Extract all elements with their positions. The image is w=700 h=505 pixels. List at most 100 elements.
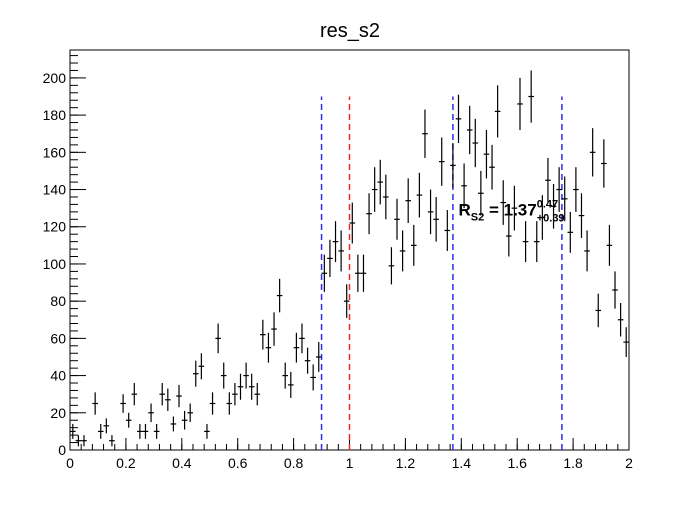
data-point <box>528 70 534 123</box>
data-point <box>573 167 579 212</box>
data-point <box>561 176 568 222</box>
data-point <box>578 193 585 238</box>
data-point <box>383 174 389 220</box>
data-point <box>209 392 216 415</box>
data-point <box>360 254 367 292</box>
y-tick-label: 160 <box>43 144 67 160</box>
data-point <box>198 353 205 380</box>
x-tick-label: 0 <box>66 455 74 471</box>
data-point <box>81 435 87 447</box>
data-point <box>192 360 199 387</box>
data-point <box>70 423 76 439</box>
data-point <box>176 384 182 408</box>
data-point <box>142 423 149 439</box>
data-point <box>450 143 456 188</box>
data-point <box>410 224 417 266</box>
data-point <box>103 418 110 434</box>
data-point <box>248 373 255 400</box>
data-point <box>125 412 132 428</box>
data-point <box>500 180 507 225</box>
chart-title: res_s2 <box>320 20 380 42</box>
annotation-base: R <box>459 201 471 220</box>
data-point <box>243 362 249 389</box>
y-tick-label: 40 <box>50 368 66 384</box>
data-point <box>595 293 602 328</box>
data-point <box>612 271 618 309</box>
data-point <box>601 139 607 188</box>
data-point <box>153 423 160 439</box>
data-point <box>584 230 590 272</box>
data-point <box>506 215 512 257</box>
y-tick-label: 20 <box>50 405 66 421</box>
data-point <box>399 230 406 272</box>
y-tick-label: 80 <box>50 293 66 309</box>
x-tick-label: 0.4 <box>172 455 192 471</box>
data-point <box>109 435 115 447</box>
data-point <box>427 189 434 235</box>
data-point <box>310 364 316 391</box>
data-point <box>511 185 518 231</box>
data-point <box>522 221 529 263</box>
data-point <box>472 118 479 168</box>
data-point <box>371 167 378 212</box>
annotation-value: 1.37 <box>504 201 537 220</box>
annotation-subscript: S2 <box>471 212 484 224</box>
x-tick-label: 0.8 <box>284 455 304 471</box>
data-point <box>533 221 540 263</box>
data-point <box>388 247 395 285</box>
data-point <box>120 394 126 413</box>
data-point <box>556 167 562 212</box>
data-point <box>617 303 624 337</box>
data-point <box>159 383 166 406</box>
x-tick-label: 0.6 <box>228 455 248 471</box>
data-point <box>623 327 629 357</box>
data-point <box>237 373 244 400</box>
data-point <box>137 423 143 439</box>
data-point <box>148 403 154 423</box>
data-point <box>343 284 350 318</box>
data-point <box>204 423 210 439</box>
data-point <box>271 312 277 346</box>
data-point <box>416 172 423 218</box>
data-point <box>299 323 305 354</box>
y-axis: 0 20 40 60 80 100 120 140 160 180 200 <box>43 55 86 458</box>
data-point <box>338 230 344 272</box>
x-tick-label: 0.2 <box>116 455 136 471</box>
data-point <box>265 332 272 363</box>
data-point <box>220 362 227 389</box>
y-tick-label: 100 <box>43 256 67 272</box>
annotation-r-s2: RS2 = 1.370.47 +0.39 <box>459 199 565 225</box>
data-point <box>550 183 557 229</box>
data-point <box>304 347 311 374</box>
data-point <box>226 392 233 415</box>
data-point <box>282 362 289 389</box>
x-tick-label: 1.8 <box>563 455 583 471</box>
data-point <box>181 410 188 430</box>
x-tick-label: 1.4 <box>452 455 472 471</box>
x-tick-label: 2 <box>625 455 633 471</box>
data-point <box>321 254 328 292</box>
data-point <box>517 77 523 130</box>
y-tick-label: 120 <box>43 219 67 235</box>
data-point <box>276 278 283 313</box>
data-point <box>75 435 82 447</box>
data-point <box>260 319 266 350</box>
x-tick-label: 1.2 <box>396 455 416 471</box>
data-point <box>483 130 490 179</box>
data-point <box>478 170 484 216</box>
annotation-lower-error: +0.39 <box>537 213 565 225</box>
y-tick-label: 60 <box>50 330 66 346</box>
y-tick-label: 140 <box>43 182 67 198</box>
data-point <box>539 195 546 240</box>
data-point <box>355 254 361 292</box>
data-point <box>366 193 372 235</box>
data-point <box>170 416 177 432</box>
data-point <box>567 211 574 253</box>
data-point <box>377 159 384 205</box>
data-point <box>394 198 400 240</box>
data-point <box>433 196 439 242</box>
annotation-equals: = <box>484 201 503 220</box>
y-tick-label: 200 <box>43 70 67 86</box>
